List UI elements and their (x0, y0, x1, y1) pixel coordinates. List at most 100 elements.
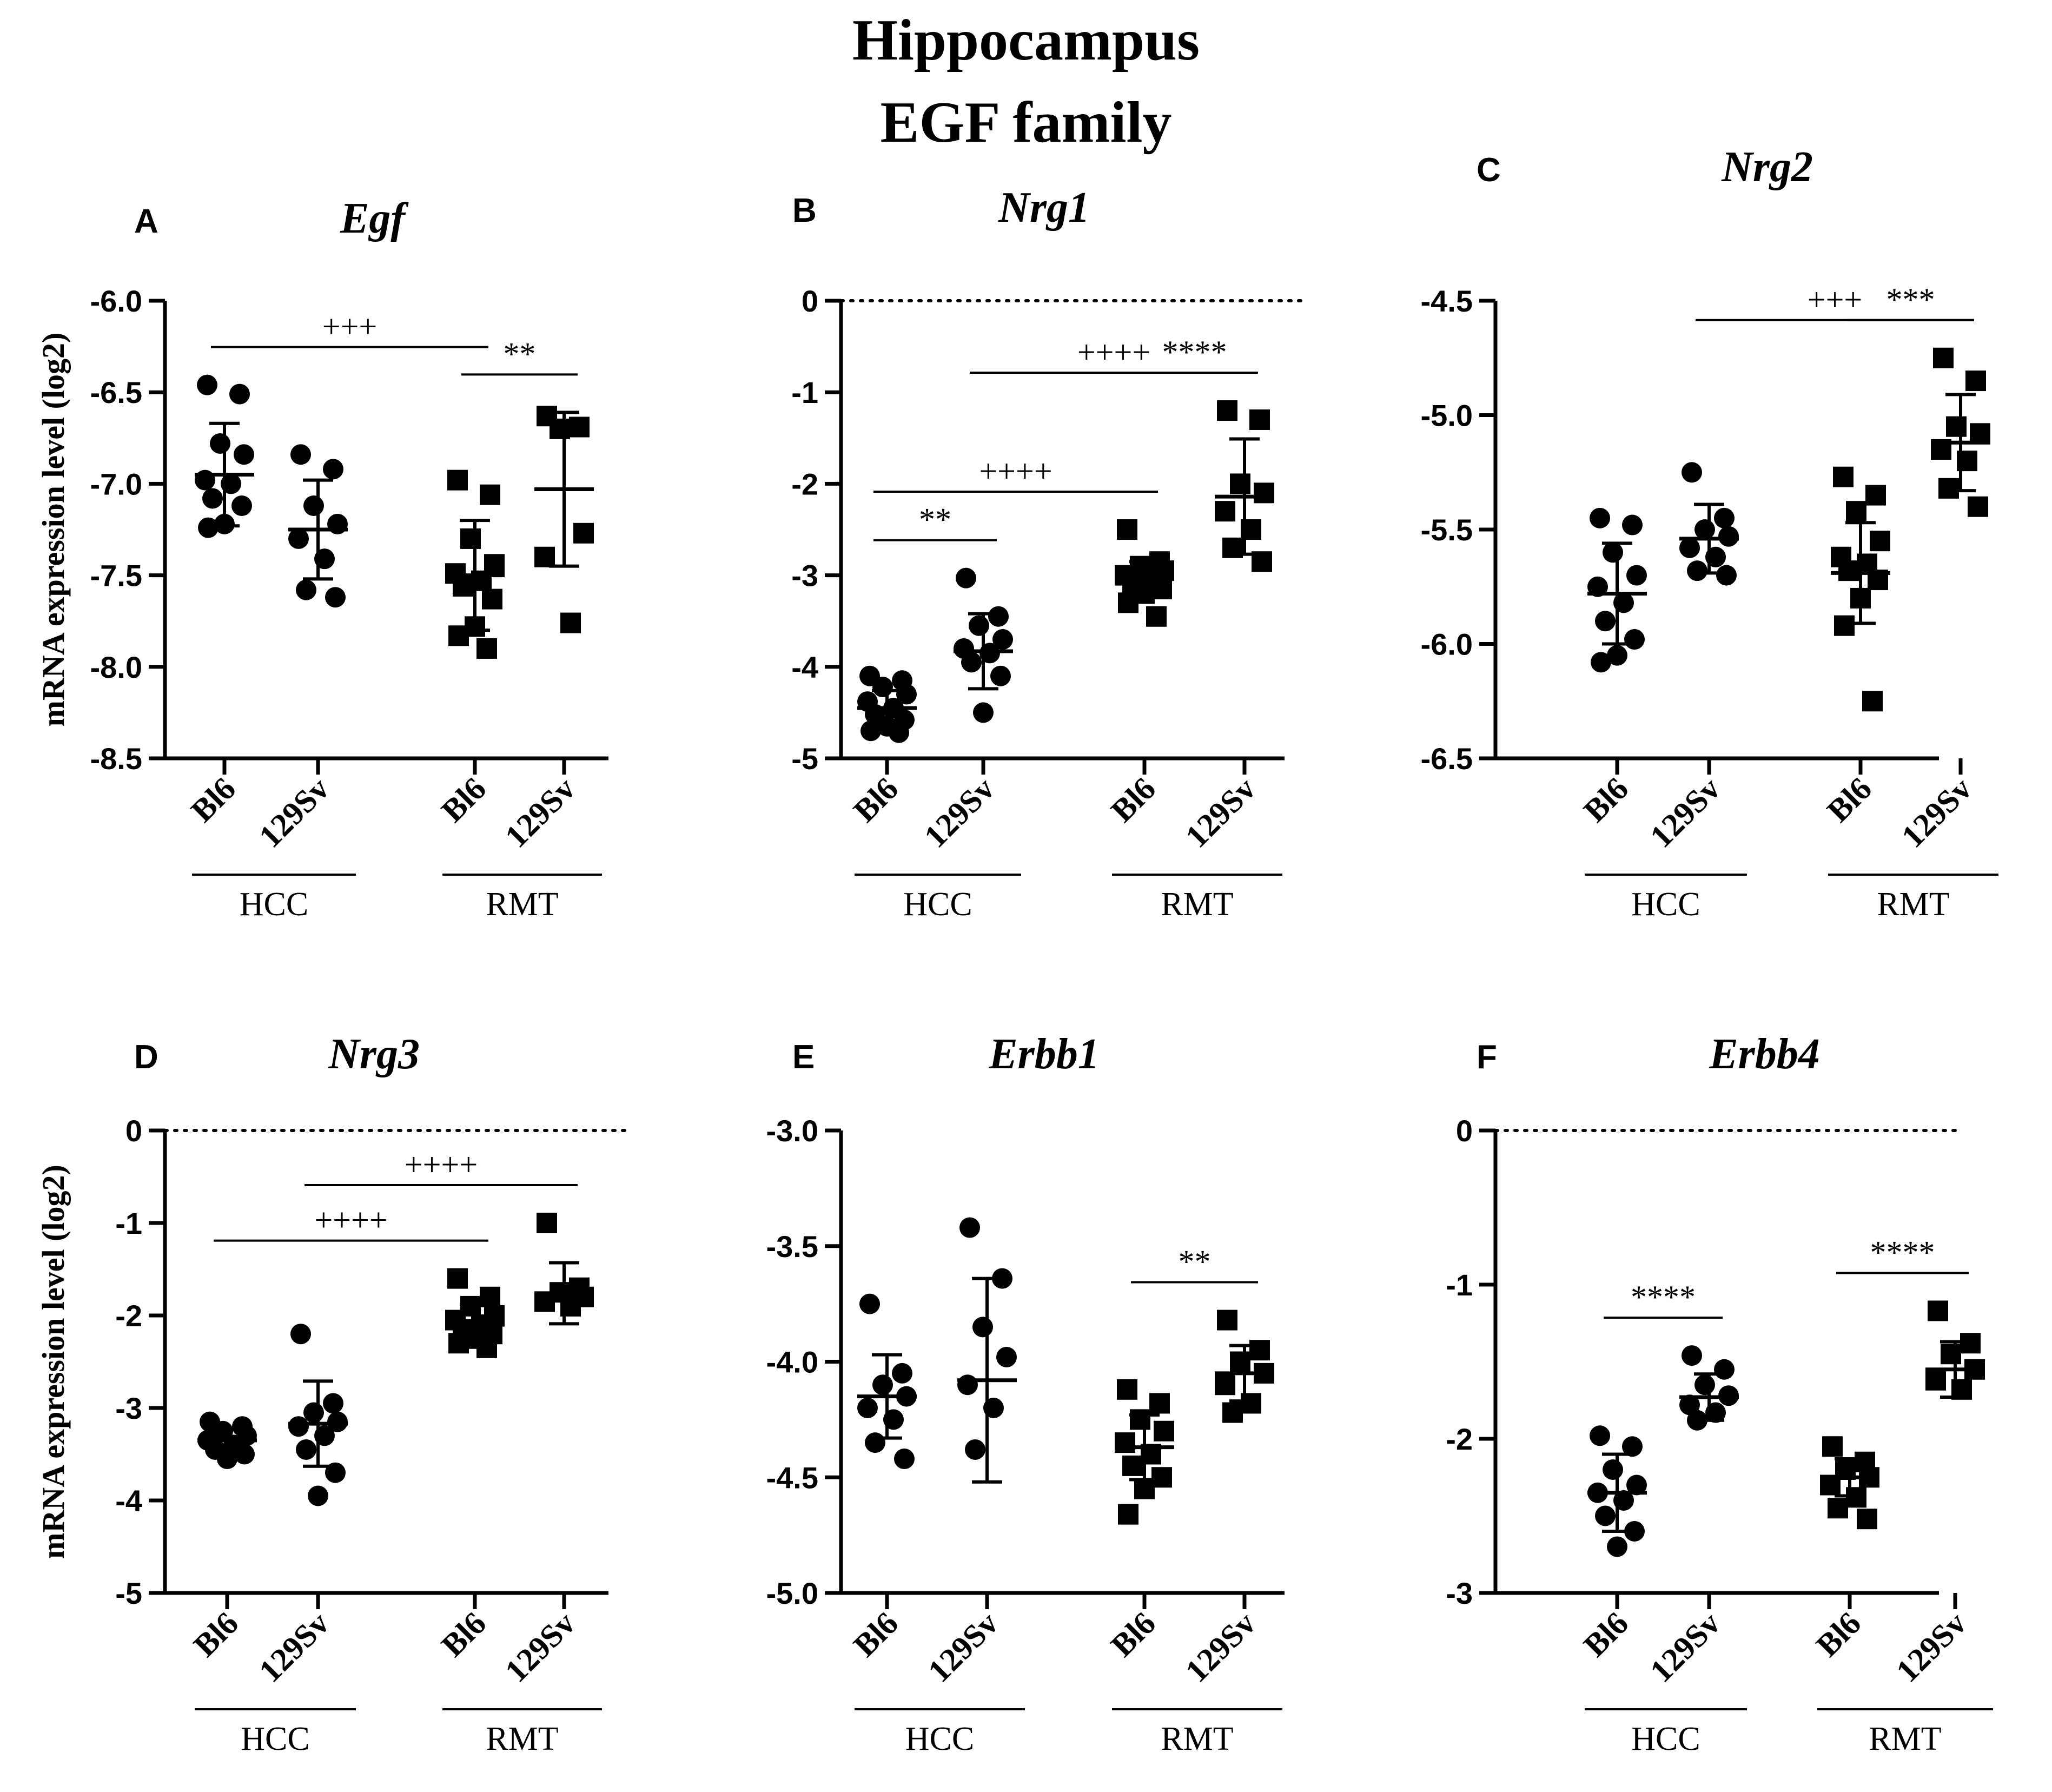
data-point (573, 523, 594, 544)
data-point (537, 1213, 557, 1233)
data-point (1603, 1459, 1623, 1480)
data-point (965, 1439, 985, 1460)
data-point (1624, 1521, 1645, 1542)
y-tick-label: 0 (1456, 1114, 1473, 1148)
data-point (1828, 1498, 1848, 1519)
x-tick-label: Bl6 (1820, 771, 1878, 829)
data-point (892, 1363, 912, 1384)
data-point (476, 1337, 497, 1358)
data-point (988, 606, 1009, 627)
y-tick-label: -8.5 (90, 742, 143, 776)
panel-letter: C (1477, 151, 1501, 189)
y-axis-label: mRNA expression level (log2) (36, 333, 71, 727)
data-point (1154, 1420, 1174, 1441)
data-point (1149, 1393, 1170, 1414)
panel-letter: D (134, 1039, 158, 1076)
y-tick-label: -1 (115, 1206, 142, 1240)
y-tick-label: -5 (791, 742, 818, 776)
data-point (865, 1432, 885, 1453)
data-point (1716, 565, 1737, 586)
x-tick-label: 129Sv (1643, 771, 1727, 855)
group-label: RMT (1877, 886, 1949, 923)
data-point (972, 1317, 993, 1338)
x-tick-label: 129Sv (252, 1605, 336, 1689)
data-point (990, 665, 1011, 686)
group-label: HCC (1631, 886, 1700, 923)
data-point (1833, 466, 1854, 487)
data-point (1130, 1409, 1150, 1430)
significance-label: ** (919, 502, 951, 538)
data-point (290, 444, 311, 465)
y-tick-label: 0 (802, 284, 818, 318)
y-tick-label: -1 (791, 375, 818, 409)
data-point (1622, 514, 1643, 535)
data-point (1217, 400, 1237, 421)
group-label: HCC (905, 1721, 974, 1757)
significance-label: **** (1870, 1234, 1935, 1270)
data-point (534, 546, 555, 567)
y-tick-label: 0 (125, 1114, 142, 1148)
y-tick-label: -5 (115, 1576, 142, 1610)
y-tick-label: -4 (791, 650, 818, 684)
group-label: HCC (903, 886, 972, 923)
x-tick-label: Bl6 (184, 771, 242, 829)
data-point (1925, 1370, 1946, 1391)
y-tick-label: -4.5 (1421, 284, 1473, 318)
x-tick-label: Bl6 (1577, 771, 1635, 829)
data-point (894, 1449, 915, 1470)
group-label: HCC (1631, 1721, 1700, 1757)
data-point (1215, 1374, 1235, 1396)
data-point (447, 1268, 468, 1289)
y-tick-label: -6.5 (1421, 742, 1473, 776)
significance-label: +++ (322, 309, 378, 345)
x-tick-label: Bl6 (846, 1605, 905, 1664)
data-point (229, 383, 250, 405)
data-point (1870, 531, 1890, 552)
y-tick-label: -3.0 (766, 1114, 819, 1148)
group-label: HCC (240, 886, 308, 923)
data-point (1687, 560, 1707, 581)
y-tick-label: -7.0 (90, 467, 143, 501)
data-point (1941, 1344, 1961, 1365)
y-tick-label: -2 (791, 467, 818, 501)
data-point (1590, 1425, 1610, 1446)
data-point (1590, 507, 1610, 528)
data-point (872, 677, 893, 698)
panel-d: D Nrg3 0 -1 -2 -3 -4 -5 mRNA expression level (l… (36, 1030, 626, 1757)
y-tick-label: -6.5 (90, 375, 143, 409)
data-point (1679, 537, 1700, 558)
data-point (234, 444, 254, 465)
y-tick-label: -4.0 (766, 1345, 819, 1379)
data-point (996, 1346, 1017, 1367)
data-point (323, 459, 343, 480)
data-point (1591, 652, 1611, 673)
panel-title: Erbb4 (1709, 1030, 1820, 1078)
figure-subtitle: EGF family (881, 90, 1172, 155)
significance-label: **** (1162, 334, 1227, 370)
group-label: RMT (486, 886, 558, 923)
data-point (889, 722, 909, 743)
y-tick-label: -2 (115, 1299, 142, 1333)
data-point (959, 1217, 980, 1238)
data-point (197, 374, 217, 395)
data-point (482, 588, 502, 610)
y-tick-label: -5.5 (1421, 513, 1473, 547)
group-label: RMT (1869, 1721, 1941, 1757)
data-point (1968, 496, 1988, 517)
y-tick-label: -1 (1446, 1268, 1473, 1302)
x-tick-label: 129Sv (252, 771, 336, 855)
group-label: HCC (241, 1721, 309, 1757)
data-point (1822, 1436, 1843, 1457)
significance-label: ++++ (405, 1147, 478, 1182)
y-tick-label: -3 (115, 1391, 142, 1425)
x-tick-label: 129Sv (917, 771, 1001, 855)
significance-label: **** (1631, 1279, 1696, 1315)
data-point (1115, 1432, 1135, 1453)
data-point (961, 652, 982, 673)
data-point (1933, 347, 1954, 368)
data-point (480, 484, 500, 505)
data-point (202, 488, 223, 509)
